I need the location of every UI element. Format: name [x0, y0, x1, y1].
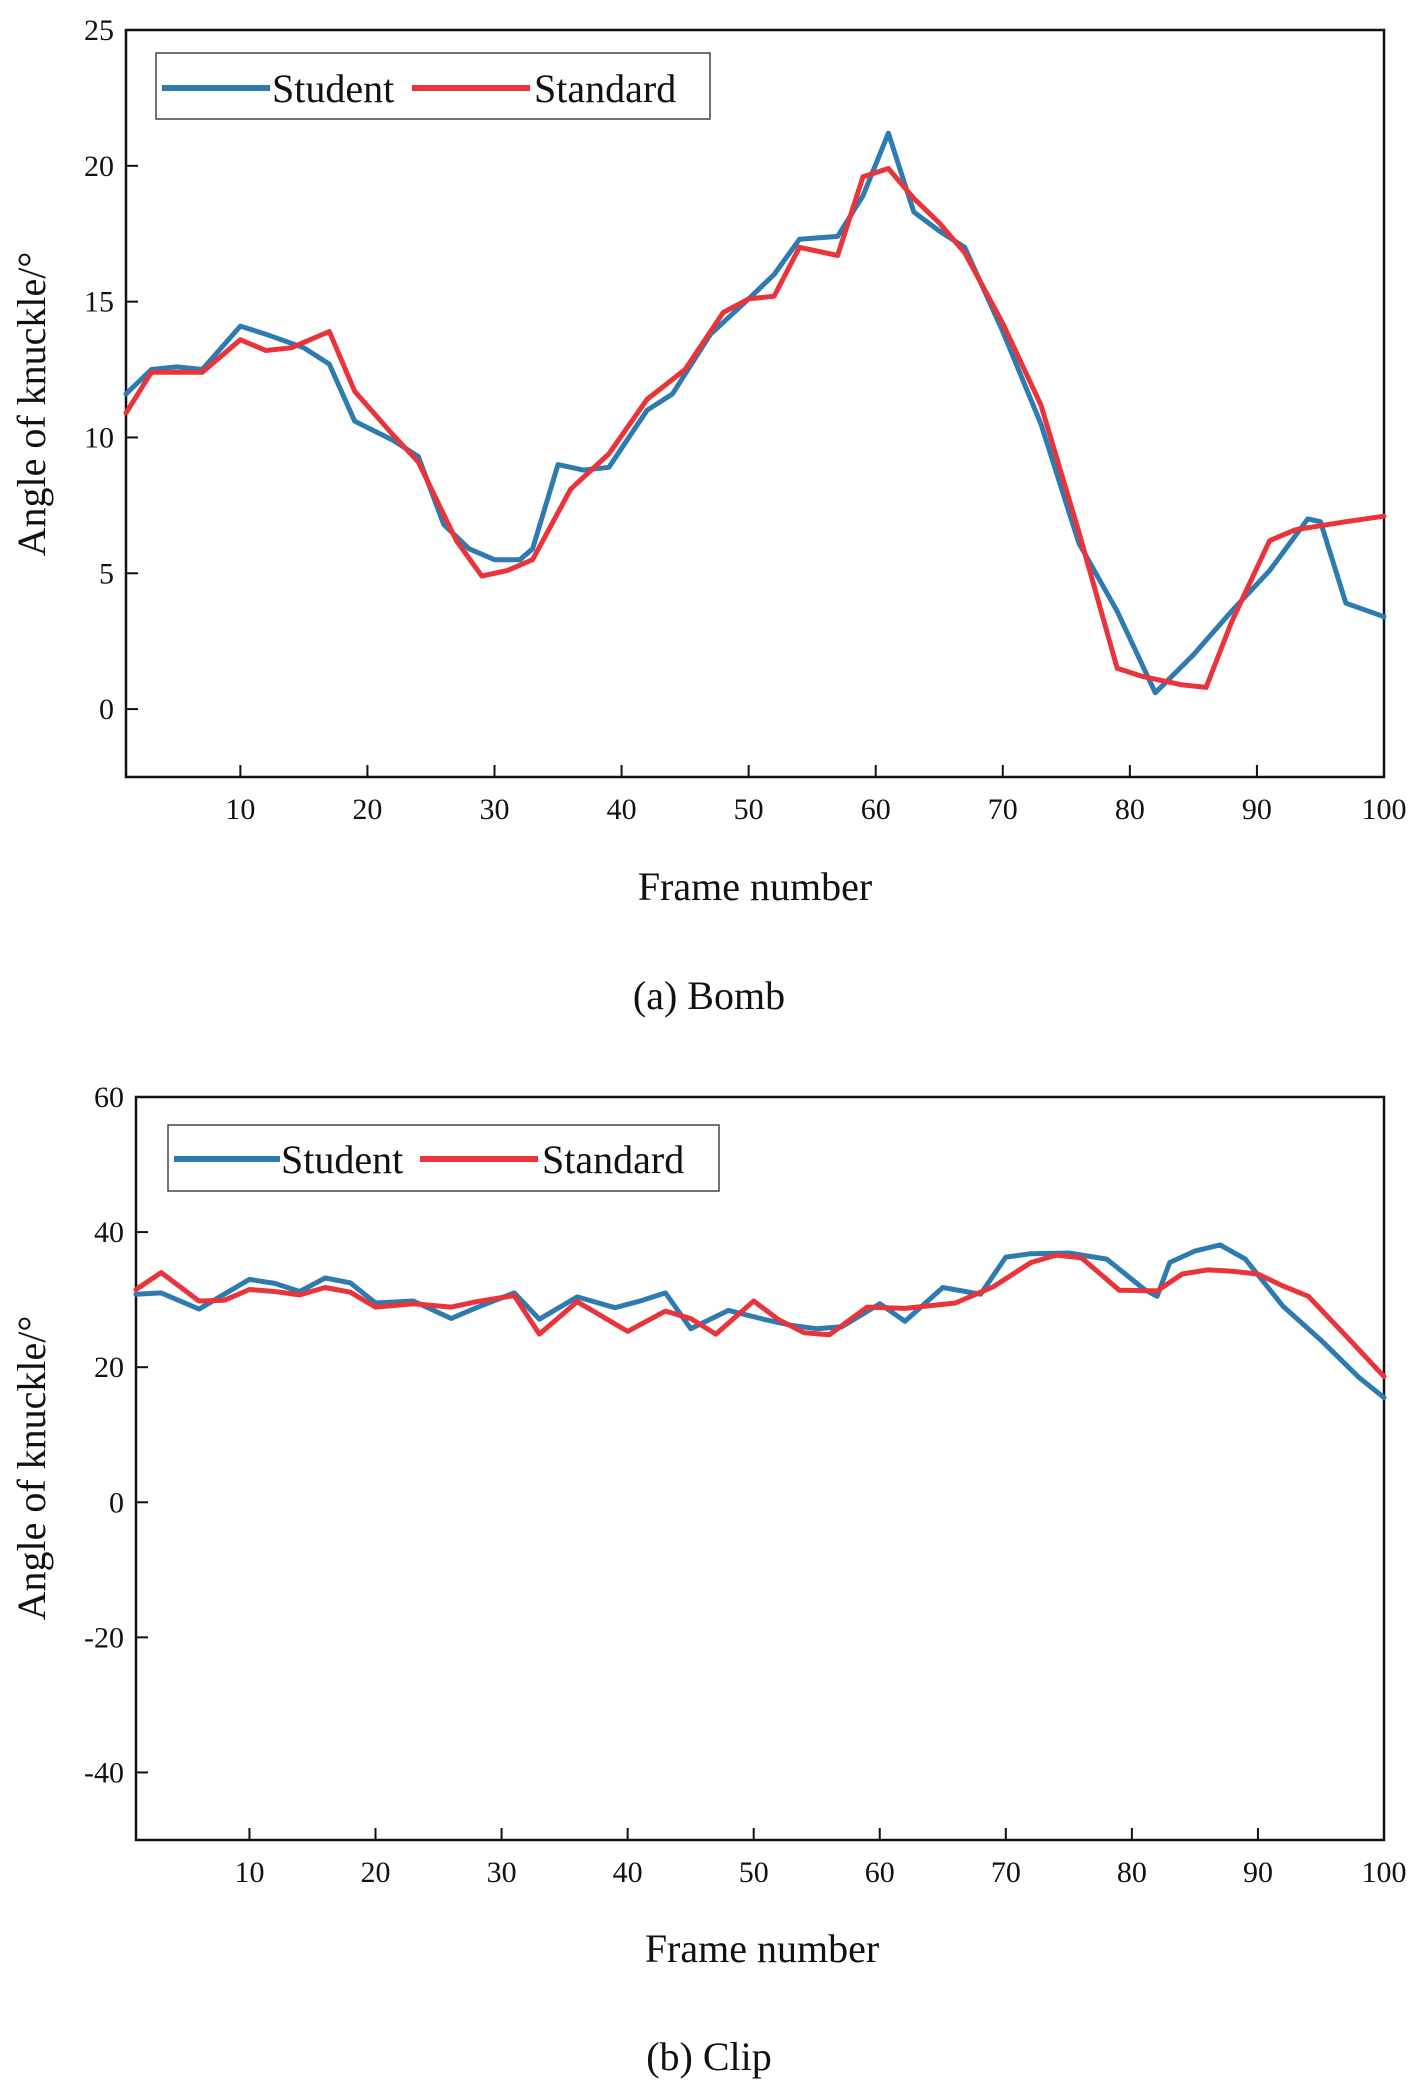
y-tick-label: 15 — [84, 286, 114, 319]
series-line-standard-bomb — [123, 166, 1387, 690]
caption-clip: (b) Clip — [646, 2034, 772, 2079]
y-tick-label: 0 — [99, 693, 114, 726]
y-tick-label: 25 — [84, 14, 114, 47]
x-tick-label: 50 — [739, 1856, 769, 1889]
y-tick-label: 40 — [94, 1216, 124, 1249]
y-tick-label: 20 — [84, 150, 114, 183]
legend-label-student: Student — [272, 66, 394, 111]
chart-panel-clip: -40 -20 0 20 40 60 10 20 30 40 50 60 70 80 90 100 Stud… — [9, 1081, 1407, 2079]
x-tick-label: 10 — [225, 793, 255, 826]
series-group-clip — [133, 1242, 1387, 1401]
legend-label-standard: Standard — [534, 66, 676, 111]
x-tick-label: 60 — [865, 1856, 895, 1889]
x-tick-label: 10 — [234, 1856, 264, 1889]
x-tick-label: 40 — [607, 793, 637, 826]
y-axis-ticks-bomb: 0 5 10 15 20 25 — [84, 14, 138, 726]
x-tick-label: 30 — [487, 1856, 517, 1889]
legend-label-student: Student — [281, 1137, 403, 1182]
x-tick-label: 20 — [361, 1856, 391, 1889]
x-axis-ticks-bomb: 10 20 30 40 50 60 70 80 90 100 — [225, 765, 1407, 826]
y-tick-label: 10 — [84, 421, 114, 454]
y-tick-label: 0 — [109, 1486, 124, 1519]
plot-area-clip — [134, 1095, 1386, 1842]
x-tick-label: 80 — [1115, 793, 1145, 826]
y-axis-label-clip: Angle of knuckle/° — [9, 1316, 54, 1621]
x-tick-label: 70 — [988, 793, 1018, 826]
x-tick-label: 70 — [991, 1856, 1021, 1889]
series-group-bomb — [123, 130, 1387, 696]
x-tick-label: 40 — [613, 1856, 643, 1889]
y-axis-label-bomb: Angle of knuckle/° — [9, 252, 54, 557]
x-axis-label-bomb: Frame number — [638, 864, 872, 909]
chart-panel-bomb: 0 5 10 15 20 25 10 20 30 40 50 60 70 80 90 100 Student… — [9, 14, 1407, 1018]
y-tick-label: 5 — [99, 557, 114, 590]
y-tick-label: -20 — [84, 1621, 124, 1654]
x-axis-label-clip: Frame number — [645, 1926, 879, 1971]
x-tick-label: 90 — [1242, 793, 1272, 826]
y-tick-label: -40 — [84, 1756, 124, 1789]
y-tick-label: 60 — [94, 1081, 124, 1114]
x-tick-label: 60 — [861, 793, 891, 826]
y-tick-label: 20 — [94, 1351, 124, 1384]
x-tick-label: 100 — [1362, 793, 1407, 826]
caption-bomb: (a) Bomb — [633, 973, 785, 1018]
series-line-standard-clip — [133, 1252, 1387, 1380]
x-tick-label: 20 — [352, 793, 382, 826]
plot-area-bomb — [124, 28, 1386, 779]
x-tick-label: 50 — [734, 793, 764, 826]
legend-clip: Student Standard — [167, 1124, 720, 1192]
legend-bomb: Student Standard — [155, 52, 711, 120]
x-tick-label: 30 — [480, 793, 510, 826]
y-axis-ticks-clip: -40 -20 0 20 40 60 — [84, 1081, 148, 1789]
x-tick-label: 90 — [1243, 1856, 1273, 1889]
x-tick-label: 100 — [1362, 1856, 1407, 1889]
series-line-student-clip — [133, 1242, 1387, 1401]
x-axis-ticks-clip: 10 20 30 40 50 60 70 80 90 100 — [234, 1828, 1407, 1889]
x-tick-label: 80 — [1117, 1856, 1147, 1889]
legend-label-standard: Standard — [542, 1137, 684, 1182]
